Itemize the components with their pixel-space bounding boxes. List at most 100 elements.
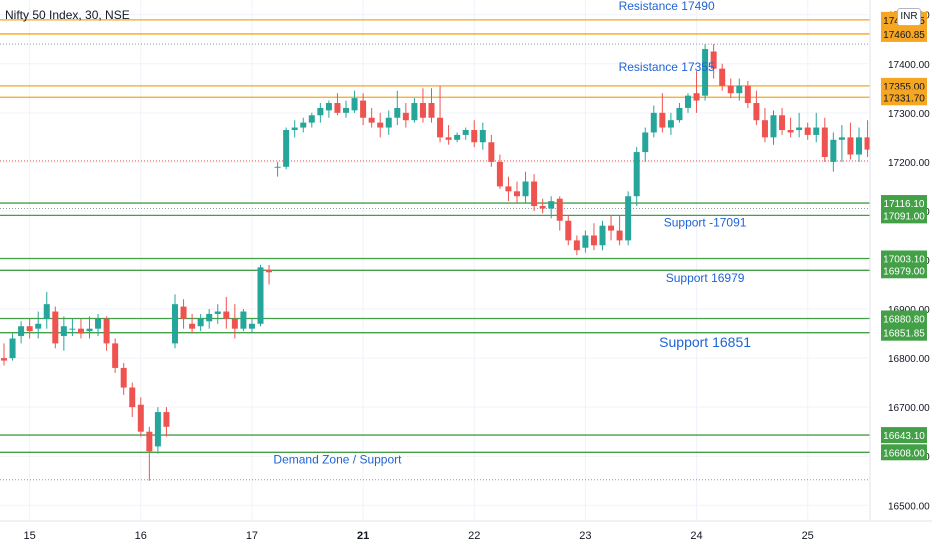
annotation-label: Support 16979 <box>666 271 745 285</box>
time-tick-label: 22 <box>468 530 480 542</box>
candle-up <box>385 117 392 128</box>
price-tick-label: 17200.00 <box>888 158 930 169</box>
candle-down <box>761 120 768 138</box>
time-tick-label: 16 <box>135 530 147 542</box>
support-badge <box>881 262 927 279</box>
time-axis: 15 16 17 21 22 23 24 25 <box>0 520 932 550</box>
candle-up <box>770 115 777 138</box>
price-tick-label: 16800.00 <box>888 354 930 365</box>
candle-down <box>496 161 503 187</box>
candle-down <box>847 137 854 155</box>
candle-up <box>18 326 25 337</box>
candle-down <box>556 198 563 221</box>
candle-down <box>505 186 512 192</box>
candle-up <box>676 107 683 121</box>
support-badge <box>881 444 927 461</box>
time-tick-label: 25 <box>802 530 814 542</box>
candle-down <box>112 343 119 368</box>
candle-down <box>377 122 384 128</box>
price-tick-label: 16500.00 <box>888 501 930 512</box>
candle-down <box>368 117 375 123</box>
time-tick-label: 24 <box>690 530 702 542</box>
candle-down <box>231 318 238 329</box>
candle-down <box>180 306 187 319</box>
candle-up <box>548 201 555 209</box>
support-badge-label: 17091.00 <box>883 211 925 222</box>
candle-down <box>266 269 273 273</box>
time-tick-label: 21 <box>357 530 369 542</box>
candle-down <box>821 127 828 157</box>
candle-up <box>248 323 255 329</box>
currency-button[interactable]: INR <box>897 8 921 26</box>
support-badge <box>881 427 927 444</box>
candle-down <box>488 142 495 162</box>
candle-up <box>856 137 862 155</box>
candle-up <box>240 311 247 329</box>
candle-up <box>291 127 298 130</box>
candle-up <box>702 49 709 96</box>
candle-up <box>283 130 290 167</box>
candle-up <box>394 107 401 118</box>
candle-up <box>796 127 803 130</box>
candle-up <box>582 235 589 248</box>
candle-up <box>35 323 42 329</box>
candle-up <box>317 107 324 116</box>
candle-down <box>103 318 110 344</box>
candle-down <box>120 367 127 388</box>
candle-up <box>522 181 529 197</box>
candle-down <box>428 103 435 118</box>
support-badge-label: 16979.00 <box>883 266 925 277</box>
support-badge <box>881 324 927 341</box>
annotation-label: Support -17091 <box>664 216 747 230</box>
resistance-badge <box>881 25 927 42</box>
time-tick-label: 15 <box>24 530 36 542</box>
candle-down <box>804 127 811 135</box>
candle-up <box>813 127 820 135</box>
candle-up <box>60 326 67 337</box>
candle-down <box>719 68 726 86</box>
resistance-badge-label: 17355.00 <box>883 82 925 93</box>
candle-down <box>1 358 7 361</box>
annotation-label: Resistance 17490 <box>619 0 715 13</box>
candle-down <box>26 326 33 332</box>
candle-up <box>274 166 281 168</box>
candle-up <box>625 196 632 241</box>
candle-up <box>343 107 349 113</box>
time-tick-label: 23 <box>579 530 591 542</box>
candle-up <box>633 152 640 197</box>
candle-down <box>223 311 230 319</box>
annotation-label: Demand Zone / Support <box>273 453 402 467</box>
candle-up <box>642 132 649 153</box>
annotation-label: Resistance 17355 <box>619 60 715 74</box>
candle-up <box>43 304 50 319</box>
candle-down <box>514 191 520 197</box>
price-tick-label: 17300.00 <box>888 109 930 120</box>
candle-down <box>727 85 734 94</box>
candle-up <box>154 412 161 447</box>
candle-up <box>325 103 332 111</box>
candle-down <box>471 130 478 143</box>
candle-up <box>69 328 76 330</box>
candle-down <box>146 431 153 452</box>
candle-up <box>257 267 264 324</box>
candle-up <box>197 318 204 327</box>
resistance-badge-label: 17460.85 <box>883 30 925 41</box>
candle-down <box>334 103 341 113</box>
price-tick-label: 17400.00 <box>888 60 930 71</box>
candle-up <box>214 311 221 314</box>
candle-down <box>137 404 144 432</box>
candle-up <box>411 103 418 121</box>
candle-down <box>77 328 84 334</box>
candle-down <box>129 387 136 408</box>
candle-down <box>744 85 751 104</box>
candle-up <box>172 304 178 344</box>
candle-down <box>608 225 615 231</box>
candle-down <box>402 112 409 121</box>
candle-up <box>462 130 469 135</box>
support-badge-label: 16608.00 <box>883 448 925 459</box>
candle-down <box>590 235 597 246</box>
support-badge-label: 16880.80 <box>883 314 925 325</box>
support-badge-label: 17116.10 <box>884 199 925 210</box>
support-badge-label: 16851.85 <box>883 329 925 340</box>
